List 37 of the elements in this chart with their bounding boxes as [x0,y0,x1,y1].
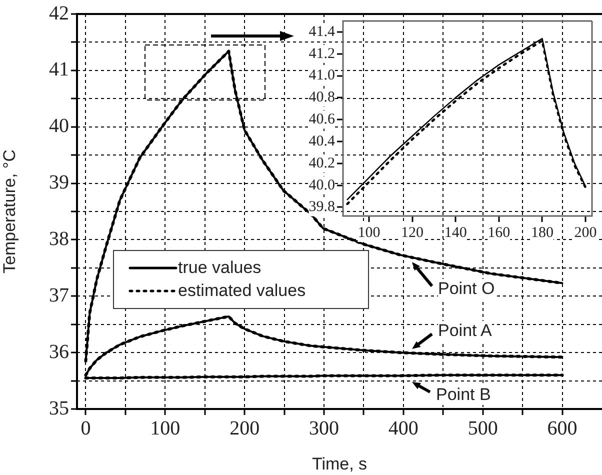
x-tick-label: 120 [401,224,424,241]
y-tick-label: 40.8 [308,90,335,106]
y-tick-label: 41.4 [308,24,336,40]
y-tick-label: 39.8 [308,199,335,216]
y-tick-label: 39 [49,172,69,194]
y-tick-label: 40 [49,115,69,138]
y-tick-label: 36 [49,340,69,363]
y-tick-label: 40.4 [308,133,336,150]
x-tick-label: 140 [444,224,467,241]
x-tick-label: 200 [574,224,597,241]
y-tick-label: 41.0 [308,68,335,84]
x-tick-label: 200 [230,417,260,440]
y-tick-label: 40.2 [308,155,335,172]
x-tick-label: 100 [150,417,180,440]
annotation: Point B [436,385,491,405]
y-tick-label: 40.6 [308,112,336,128]
x-tick-label: 0 [80,417,91,440]
x-tick-label: 500 [468,417,498,440]
x-tick-label: 100 [358,224,380,241]
x-tick-label: 160 [488,224,510,241]
annotation: Point O [438,279,495,299]
y-tick-label: 41 [49,58,69,81]
y-tick-label: 42 [49,2,69,24]
x-axis-title: Time, s [312,454,368,474]
x-tick-label: 300 [309,417,340,440]
y-tick-label: 40.0 [308,177,335,194]
x-tick-label: 600 [547,417,578,440]
legend-label: estimated values [178,280,306,300]
y-tick-label: 35 [49,397,69,420]
y-axis-title: Temperature, °C [0,150,19,274]
legend-label: true values [178,258,262,278]
x-tick-label: 180 [530,224,554,241]
y-tick-label: 38 [49,228,69,250]
y-tick-label: 41.2 [308,46,335,62]
x-tick-label: 400 [388,417,418,440]
y-tick-label: 37 [49,284,69,306]
annotation: Point A [438,321,492,341]
